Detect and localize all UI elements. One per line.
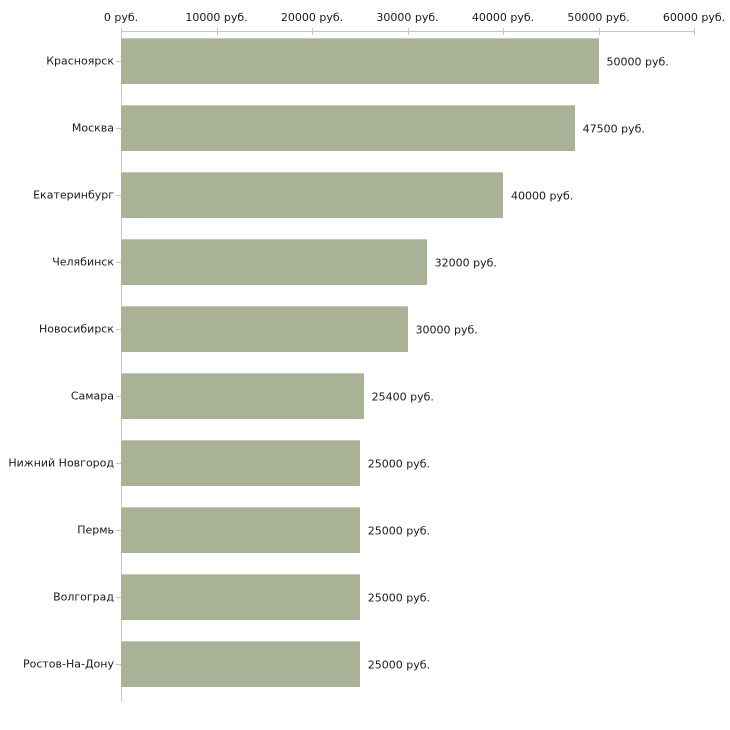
category-label: Москва: [71, 121, 114, 135]
value-label: 25000 руб.: [367, 457, 431, 470]
category-tick-mark: [116, 463, 121, 464]
bar: 25400 руб.: [121, 373, 434, 419]
category-tick-mark: [116, 128, 121, 129]
category-tick-mark: [116, 329, 121, 330]
bar: 30000 руб.: [121, 306, 478, 352]
bar-cell: 25000 руб.: [121, 635, 695, 702]
x-axis-tick-mark: [121, 28, 122, 35]
bar-cell: 25000 руб.: [121, 568, 695, 635]
x-axis-tick-mark: [216, 28, 218, 35]
bar-cell: 25000 руб.: [121, 501, 695, 568]
category-cell: Челябинск: [0, 233, 121, 300]
category-tick-mark: [116, 664, 121, 665]
chart-row: Пермь 25000 руб.: [0, 501, 730, 568]
bar: 40000 руб.: [121, 172, 573, 218]
bar: 47500 руб.: [121, 105, 645, 151]
category-tick-mark: [116, 61, 121, 62]
chart-row: Самара 25400 руб.: [0, 367, 730, 434]
bar: 25000 руб.: [121, 440, 430, 486]
bar-cell: 30000 руб.: [121, 300, 695, 367]
chart-row: Ростов-На-Дону 25000 руб.: [0, 635, 730, 702]
category-tick-mark: [116, 396, 121, 397]
bar-cell: 47500 руб.: [121, 99, 695, 166]
x-axis-tick-label: 20000 руб.: [280, 11, 344, 24]
category-cell: Новосибирск: [0, 300, 121, 367]
category-label: Пермь: [77, 523, 114, 537]
x-axis-tick-mark: [694, 28, 695, 35]
y-axis-line: [121, 31, 122, 702]
x-axis-tick-label: 40000 руб.: [471, 11, 535, 24]
bar: 50000 руб.: [121, 38, 669, 84]
category-tick-mark: [116, 597, 121, 598]
category-cell: Красноярск: [0, 32, 121, 99]
value-label: 47500 руб.: [582, 122, 645, 135]
category-tick-mark: [116, 195, 121, 196]
plot-area: Красноярск 50000 руб. Москва 47500 руб. …: [0, 32, 730, 702]
category-label: Волгоград: [53, 590, 114, 604]
x-axis-tick-mark: [503, 28, 504, 35]
x-axis-tick-mark: [312, 28, 313, 35]
value-label: 25000 руб.: [367, 524, 431, 537]
category-label: Самара: [70, 389, 114, 403]
category-label: Новосибирск: [38, 322, 114, 336]
value-label: 30000 руб.: [415, 323, 478, 336]
category-label: Челябинск: [52, 255, 114, 269]
category-tick-mark: [116, 530, 121, 531]
value-label: 40000 руб.: [511, 189, 574, 202]
chart-row: Волгоград 25000 руб.: [0, 568, 730, 635]
category-cell: Волгоград: [0, 568, 121, 635]
value-label: 32000 руб.: [434, 256, 497, 269]
category-cell: Нижний Новгород: [0, 434, 121, 501]
x-axis-tick-label: 10000 руб.: [185, 11, 248, 24]
bar-cell: 25400 руб.: [121, 367, 695, 434]
chart-row: Екатеринбург 40000 руб.: [0, 166, 730, 233]
value-label: 25000 руб.: [367, 658, 431, 671]
category-label: Екатеринбург: [33, 188, 114, 202]
chart-row: Челябинск 32000 руб.: [0, 233, 730, 300]
category-cell: Москва: [0, 99, 121, 166]
value-label: 25400 руб.: [371, 390, 434, 403]
x-axis-tick-mark: [598, 28, 600, 35]
x-axis-tick-label: 60000 руб.: [662, 11, 726, 24]
category-cell: Самара: [0, 367, 121, 434]
chart-row: Красноярск 50000 руб.: [0, 32, 730, 99]
bar: 25000 руб.: [121, 507, 430, 553]
category-cell: Екатеринбург: [0, 166, 121, 233]
bar: 25000 руб.: [121, 641, 430, 687]
bar: 25000 руб.: [121, 574, 430, 620]
chart-row: Новосибирск 30000 руб.: [0, 300, 730, 367]
bar-cell: 40000 руб.: [121, 166, 695, 233]
category-label: Нижний Новгород: [8, 456, 114, 470]
category-label: Ростов-На-Дону: [22, 657, 114, 671]
category-cell: Пермь: [0, 501, 121, 568]
chart-row: Нижний Новгород 25000 руб.: [0, 434, 730, 501]
bar-cell: 50000 руб.: [121, 32, 695, 99]
x-axis-tick-label: 0 руб.: [103, 11, 139, 24]
category-cell: Ростов-На-Дону: [0, 635, 121, 702]
category-label: Красноярск: [46, 54, 114, 68]
bar: 32000 руб.: [121, 239, 497, 285]
x-axis-tick-label: 30000 руб.: [376, 11, 439, 24]
value-label: 25000 руб.: [367, 591, 431, 604]
value-label: 50000 руб.: [606, 55, 669, 68]
category-tick-mark: [116, 262, 121, 263]
chart-row: Москва 47500 руб.: [0, 99, 730, 166]
x-axis-tick-label: 50000 руб.: [567, 11, 630, 24]
x-axis-tick-mark: [407, 28, 409, 35]
bar-cell: 25000 руб.: [121, 434, 695, 501]
bar-cell: 32000 руб.: [121, 233, 695, 300]
